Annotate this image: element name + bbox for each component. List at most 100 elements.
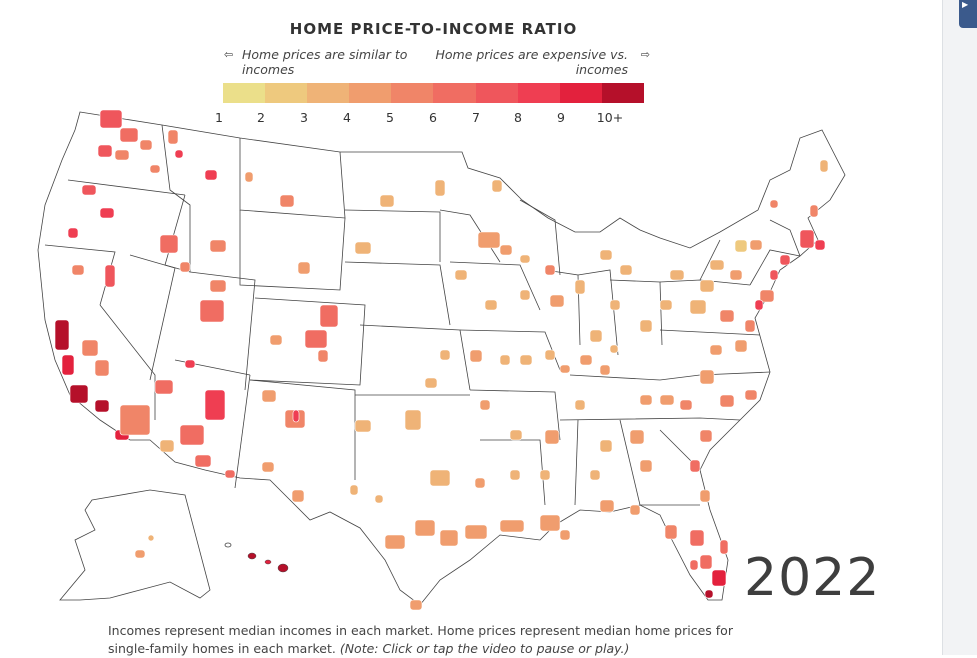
scale-swatch-7 (475, 83, 518, 103)
metro-region (689, 529, 705, 547)
metro-region (619, 264, 633, 276)
metro-region (574, 279, 586, 295)
metro-region (204, 169, 218, 181)
scale-tick-label: 10+ (596, 110, 624, 125)
metro-region (81, 184, 97, 196)
metro-region (679, 399, 693, 411)
metro-region (659, 299, 673, 311)
color-scale (223, 83, 644, 103)
metro-region (114, 149, 130, 161)
metro-region (134, 549, 146, 559)
metro-region (474, 477, 486, 489)
metro-region (699, 554, 713, 570)
scale-tick-label: 4 (343, 110, 351, 125)
metro-region (149, 164, 161, 174)
metro-region (799, 229, 815, 249)
metro-region (469, 349, 483, 363)
legend-right-label: ⇨ Home prices are expensive vs. incomes (430, 47, 650, 77)
metro-region (704, 589, 714, 599)
legend-right-text: Home prices are expensive vs. incomes (435, 47, 628, 77)
metro-region (384, 534, 406, 550)
metro-region (734, 239, 748, 253)
metro-region (719, 394, 735, 408)
scale-tick-label: 5 (386, 110, 394, 125)
metro-region (71, 264, 85, 276)
metro-region (354, 419, 372, 433)
chart-title: HOME PRICE-TO-INCOME RATIO (289, 20, 578, 38)
metro-region (179, 424, 205, 446)
metro-region (154, 379, 174, 395)
sidebar-button[interactable]: ▶ (959, 0, 977, 28)
metro-region (119, 127, 139, 143)
metro-region (319, 304, 339, 328)
metro-region (491, 179, 503, 193)
metro-region (304, 329, 328, 349)
metro-region (639, 459, 653, 473)
metro-region (81, 339, 99, 357)
metro-region (689, 299, 707, 315)
metro-region (292, 409, 300, 423)
metro-region (519, 254, 531, 264)
metro-region (477, 231, 501, 249)
metro-region (349, 484, 359, 496)
scale-tick-label: 2 (257, 110, 265, 125)
us-map[interactable] (0, 0, 942, 620)
metro-region (354, 241, 372, 255)
metro-region (224, 469, 236, 479)
metro-region (599, 364, 611, 376)
metro-region (464, 524, 488, 540)
metro-region (484, 299, 498, 311)
legend-left-label: ⇦ Home prices are similar to incomes (224, 47, 426, 77)
metro-region (709, 344, 723, 356)
metro-region (297, 261, 311, 275)
metro-region (539, 469, 551, 481)
metro-region (744, 389, 758, 401)
metro-region (424, 377, 438, 389)
metro-region (579, 354, 593, 366)
hawaii-islands (224, 542, 289, 573)
scale-swatch-4 (349, 83, 392, 103)
metro-region (119, 404, 151, 436)
metro-region (779, 254, 791, 266)
metro-region (609, 299, 621, 311)
metro-region (54, 319, 70, 351)
metro-region (539, 514, 561, 532)
metro-region (94, 359, 110, 377)
scale-swatch-8 (517, 83, 560, 103)
metro-region (689, 559, 699, 571)
metro-region (499, 354, 511, 366)
metro-region (711, 569, 727, 587)
metro-region (499, 519, 525, 533)
metro-region (184, 359, 196, 369)
metro-region (759, 289, 775, 303)
play-icon: ▶ (962, 0, 969, 9)
alaska-outline (59, 489, 211, 601)
year-label[interactable]: 2022 (744, 548, 881, 608)
scale-tick-label: 8 (514, 110, 522, 125)
metro-region (719, 539, 729, 555)
metro-region (544, 429, 560, 445)
scale-swatch-9 (559, 83, 602, 103)
metro-region (769, 269, 779, 281)
scale-swatch-2 (265, 83, 308, 103)
metro-region (629, 504, 641, 516)
metro-region (479, 399, 491, 411)
metro-region (409, 599, 423, 611)
metro-region (261, 461, 275, 473)
metro-region (99, 109, 123, 129)
metro-region (199, 299, 225, 323)
metro-region (639, 319, 653, 333)
metro-region (699, 429, 713, 443)
metro-region (709, 259, 725, 271)
metro-region (244, 171, 254, 183)
metro-region (609, 344, 619, 354)
metro-region (167, 129, 179, 145)
metro-region (519, 289, 531, 301)
metro-regions[interactable] (54, 109, 829, 611)
metro-region (769, 199, 779, 209)
metro-region (159, 439, 175, 453)
metro-region (819, 159, 829, 173)
metro-region (429, 469, 451, 487)
metro-region (639, 394, 653, 406)
metro-region (379, 194, 395, 208)
